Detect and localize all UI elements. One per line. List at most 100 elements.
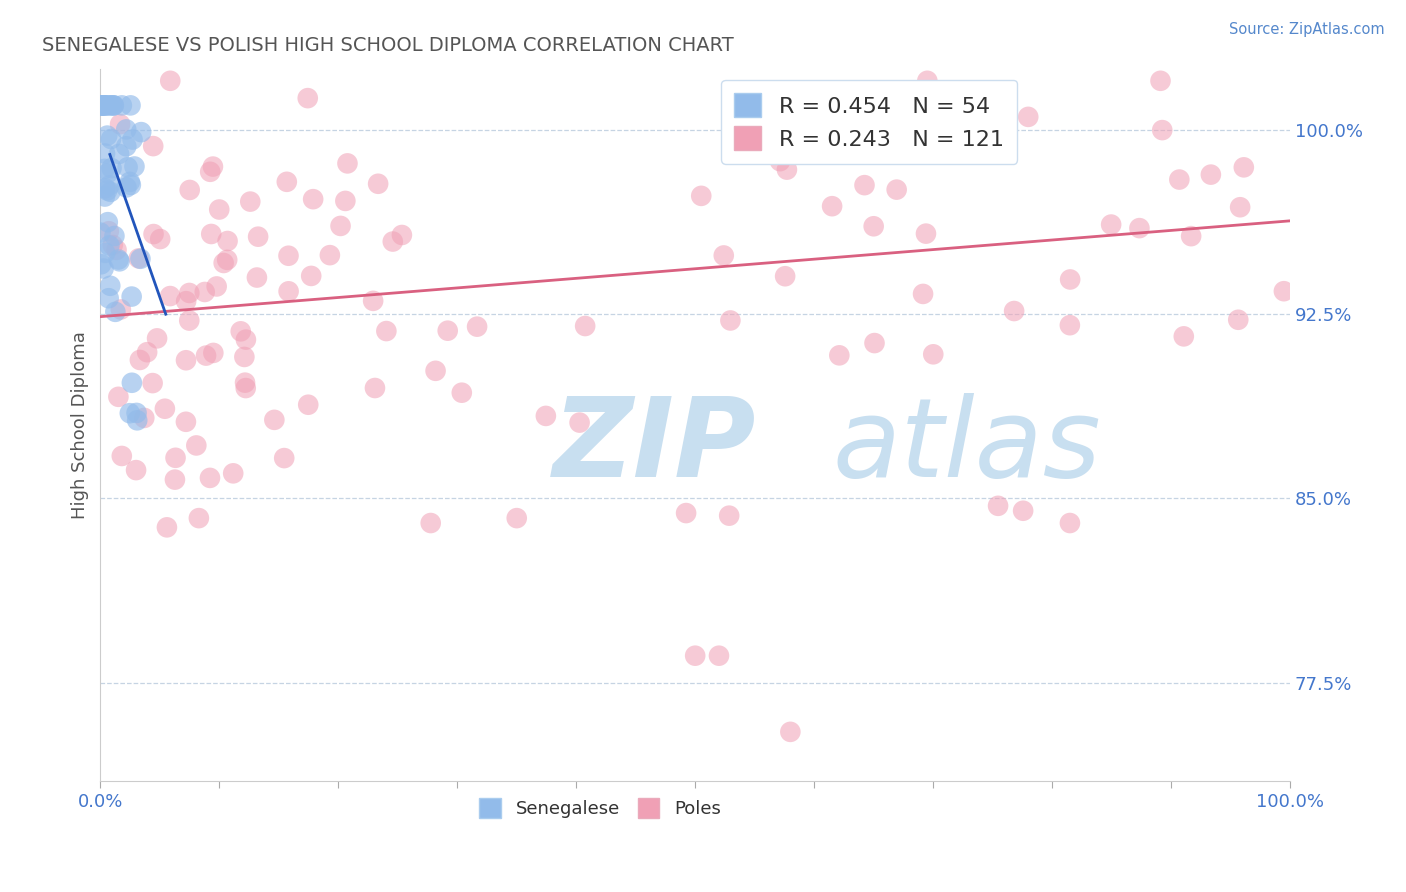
Point [391, 227, 413, 242]
Point [1059, 318, 1081, 333]
Point [1149, 74, 1171, 88]
Point [297, 91, 319, 105]
Point [97, 224, 120, 238]
Point [229, 324, 252, 338]
Text: SENEGALESE VS POLISH HIGH SCHOOL DIPLOMA CORRELATION CHART: SENEGALESE VS POLISH HIGH SCHOOL DIPLOMA… [42, 36, 734, 54]
Point [146, 331, 169, 345]
Point [235, 381, 257, 395]
Text: atlas: atlas [832, 392, 1101, 500]
Point [111, 449, 134, 463]
Point [98, 278, 121, 293]
Point [1199, 168, 1222, 182]
Point [117, 161, 139, 175]
Point [718, 508, 741, 523]
Point [97, 166, 120, 180]
Point [222, 467, 245, 481]
Point [329, 219, 352, 233]
Point [186, 438, 208, 452]
Point [212, 256, 235, 270]
Point [1173, 329, 1195, 343]
Point [276, 175, 298, 189]
Point [200, 227, 222, 241]
Y-axis label: High School Diploma: High School Diploma [72, 331, 89, 518]
Point [277, 285, 299, 299]
Point [1229, 200, 1251, 214]
Point [110, 302, 132, 317]
Point [1152, 123, 1174, 137]
Point [96, 128, 118, 143]
Point [174, 415, 197, 429]
Point [105, 243, 128, 257]
Point [361, 293, 384, 308]
Point [91, 98, 114, 112]
Point [1227, 312, 1250, 326]
Point [217, 252, 239, 267]
Point [156, 520, 179, 534]
Point [100, 132, 122, 146]
Point [690, 189, 713, 203]
Point [205, 279, 228, 293]
Point [179, 183, 201, 197]
Point [108, 254, 131, 268]
Point [769, 154, 792, 169]
Point [101, 238, 124, 252]
Point [273, 451, 295, 466]
Point [104, 305, 127, 319]
Point [93, 98, 115, 112]
Point [302, 192, 325, 206]
Point [367, 177, 389, 191]
Point [920, 104, 942, 119]
Point [917, 74, 939, 88]
Point [94, 189, 117, 203]
Point [707, 648, 730, 663]
Point [1128, 221, 1150, 235]
Point [912, 287, 935, 301]
Point [89, 226, 111, 240]
Point [319, 248, 342, 262]
Point [129, 125, 152, 139]
Point [776, 162, 799, 177]
Point [208, 202, 231, 217]
Point [506, 511, 529, 525]
Point [246, 270, 269, 285]
Point [863, 336, 886, 351]
Point [142, 139, 165, 153]
Point [136, 345, 159, 359]
Point [915, 227, 938, 241]
Point [436, 324, 458, 338]
Point [425, 364, 447, 378]
Point [93, 261, 115, 276]
Point [97, 215, 120, 229]
Point [195, 349, 218, 363]
Point [335, 194, 357, 208]
Point [779, 724, 801, 739]
Point [297, 398, 319, 412]
Point [120, 178, 142, 192]
Point [93, 98, 115, 112]
Point [115, 180, 138, 194]
Point [120, 98, 142, 112]
Point [134, 411, 156, 425]
Point [1168, 172, 1191, 186]
Point [96, 98, 118, 112]
Point [100, 185, 122, 199]
Point [174, 353, 197, 368]
Point [124, 160, 146, 174]
Point [247, 229, 270, 244]
Point [1272, 284, 1295, 298]
Point [277, 249, 299, 263]
Point [1059, 516, 1081, 530]
Point [97, 98, 120, 112]
Point [121, 376, 143, 390]
Point [108, 117, 131, 131]
Point [419, 516, 441, 530]
Point [121, 132, 143, 146]
Point [100, 161, 122, 176]
Point [233, 350, 256, 364]
Point [1012, 504, 1035, 518]
Point [263, 413, 285, 427]
Point [217, 234, 239, 248]
Point [128, 252, 150, 266]
Point [364, 381, 387, 395]
Point [187, 511, 209, 525]
